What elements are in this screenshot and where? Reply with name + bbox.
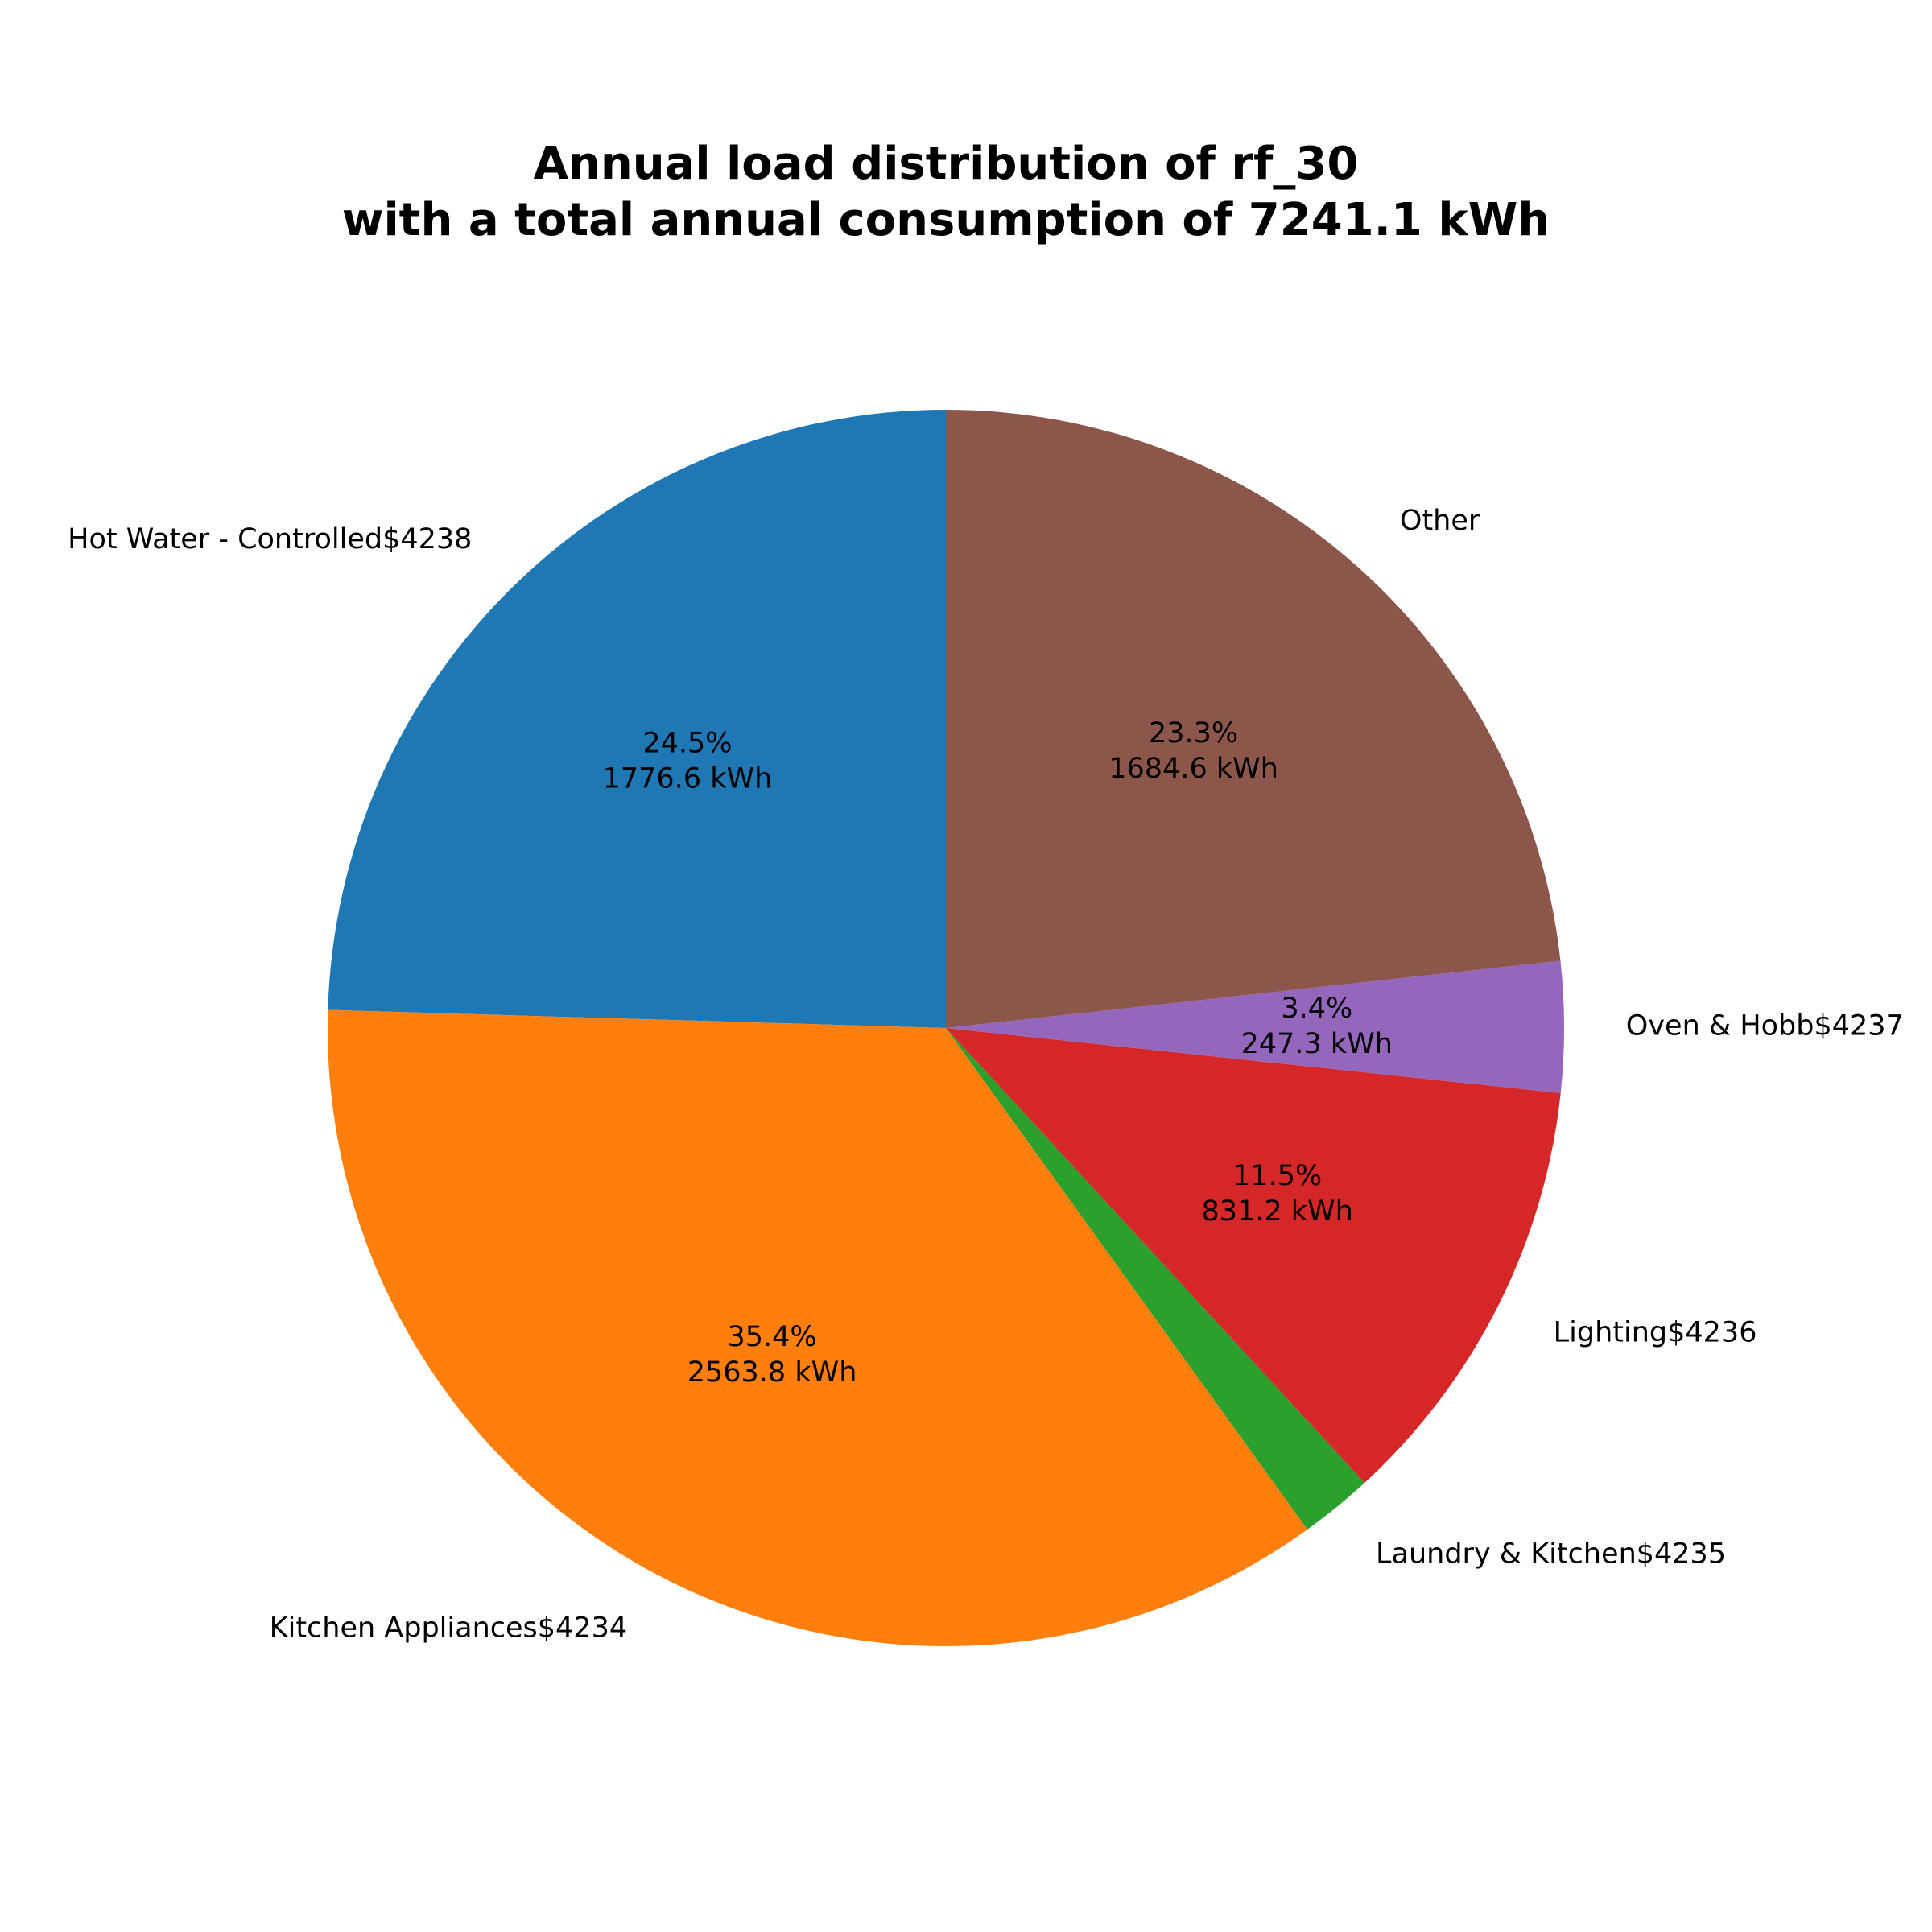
slice-value-oven-hobb-4237: 247.3 kWh — [1241, 1028, 1393, 1060]
slice-label-hot-water-controlled-4238: Hot Water - Controlled$4238 — [68, 523, 472, 555]
slice-percent-other: 23.3% — [1149, 717, 1238, 749]
slice-value-hot-water-controlled-4238: 1776.6 kWh — [603, 762, 773, 795]
slice-value-other: 1684.6 kWh — [1108, 753, 1278, 785]
slice-label-lighting-4236: Lighting$4236 — [1554, 1317, 1757, 1349]
pie-slice-lighting-4236 — [946, 1028, 1561, 1484]
slice-label-other: Other — [1400, 505, 1480, 537]
slice-value-lighting-4236: 831.2 kWh — [1201, 1195, 1352, 1228]
pie-slice-hot-water-controlled-4238 — [328, 410, 946, 1028]
slice-percent-oven-hobb-4237: 3.4% — [1281, 993, 1352, 1025]
pie-slice-other — [946, 410, 1561, 1028]
pie-slice-laundry-kitchen-4235 — [946, 1028, 1365, 1530]
chart-title-line-2: with a total annual consumption of 7241.… — [342, 194, 1550, 246]
pie-inner-labels: 24.5%1776.6 kWh 35.4%2563.8 kWh 11.5%831.2… — [603, 717, 1393, 1389]
slice-label-oven-hobb-4237: Oven & Hobb$4237 — [1626, 1010, 1904, 1042]
slice-value-kitchen-appliances-4234: 2563.8 kWh — [687, 1356, 857, 1389]
slice-label-laundry-kitchen-4235: Laundry & Kitchen$4235 — [1376, 1538, 1726, 1571]
slice-label-kitchen-appliances-4234: Kitchen Appliances$4234 — [270, 1612, 627, 1644]
slice-percent-lighting-4236: 11.5% — [1232, 1160, 1322, 1192]
pie-slices — [328, 410, 1565, 1647]
chart-title-line-1: Annual load distribution of rf_30 — [534, 138, 1359, 190]
pie-slice-oven-hobb-4237 — [946, 960, 1565, 1093]
pie-outer-labels: Hot Water - Controlled$4238 Kitchen Appli… — [68, 505, 1904, 1644]
slice-percent-hot-water-controlled-4238: 24.5% — [642, 727, 732, 759]
pie-slice-kitchen-appliances-4234 — [328, 1009, 1308, 1647]
slice-percent-kitchen-appliances-4234: 35.4% — [727, 1321, 816, 1353]
